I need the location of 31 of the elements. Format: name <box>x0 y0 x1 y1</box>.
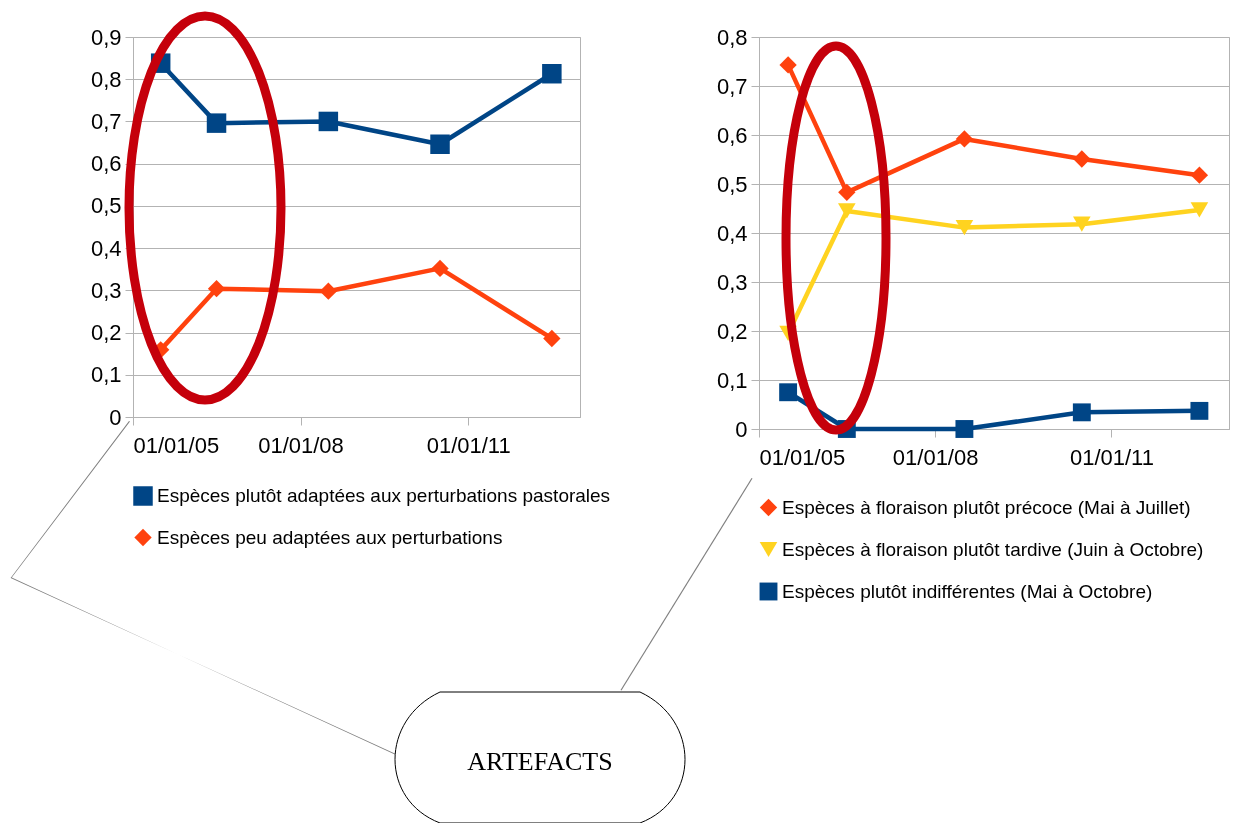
x-tick-label: 01/01/11 <box>1069 444 1154 470</box>
y-tick-label: 0,5 <box>90 193 122 219</box>
text: ARTEFACTS <box>467 747 613 776</box>
legend-label: Espèces peu adaptées aux perturbations <box>157 526 503 548</box>
x-tick-label: 01/01/05 <box>133 432 220 458</box>
x-tick-label: 01/01/05 <box>759 444 846 470</box>
y-tick-label: 0,7 <box>90 108 122 134</box>
y-tick-label: 0,2 <box>90 320 122 346</box>
y-tick-label: 0,8 <box>716 24 748 50</box>
y-tick-label: 0,5 <box>716 171 748 197</box>
y-tick-label: 0 <box>109 404 122 430</box>
y-tick-label: 0,3 <box>716 269 748 295</box>
legend-label: Espèces plutôt adaptées aux perturbations pastorales <box>157 485 611 506</box>
legend-label: Espèces à floraison plutôt précoce (Mai à Juillet) <box>782 496 1191 518</box>
y-tick-label: 0,9 <box>90 24 122 50</box>
y-tick-label: 0,6 <box>90 151 122 177</box>
x-tick-label: 01/01/11 <box>426 432 511 458</box>
y-tick-label: 0,6 <box>716 122 748 148</box>
legend-label: Espèces plutôt indifférentes (Mai à Octobre) <box>782 580 1153 602</box>
y-tick-label: 0,7 <box>716 73 748 99</box>
y-tick-label: 0,4 <box>716 220 748 246</box>
y-tick-label: 0,4 <box>90 235 122 261</box>
y-tick-label: 0,8 <box>90 66 122 92</box>
y-tick-label: 0,2 <box>716 318 748 344</box>
x-tick-label: 01/01/08 <box>892 444 979 470</box>
x-tick-label: 01/01/08 <box>258 432 344 458</box>
legend-label: Espèces à floraison plutôt tardive (Juin à Octobre) <box>782 538 1204 560</box>
y-tick-label: 0,1 <box>716 367 748 393</box>
y-tick-label: 0 <box>735 416 748 442</box>
y-tick-label: 0,1 <box>90 362 122 388</box>
y-tick-label: 0,3 <box>90 277 122 303</box>
